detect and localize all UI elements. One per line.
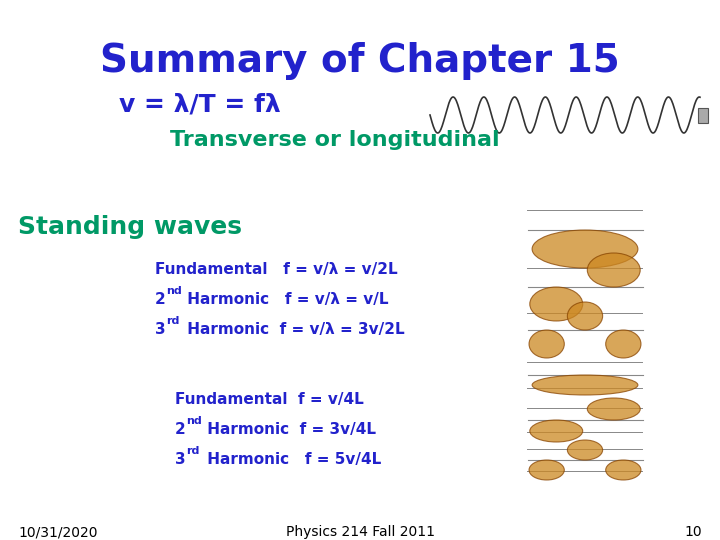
Ellipse shape [567, 440, 603, 460]
Text: 3: 3 [155, 322, 166, 337]
Text: 3: 3 [175, 452, 186, 467]
Text: 2: 2 [155, 292, 166, 307]
Text: nd: nd [186, 416, 202, 426]
Ellipse shape [532, 230, 638, 268]
Ellipse shape [532, 375, 638, 395]
Text: rd: rd [166, 316, 179, 326]
Text: Harmonic  f = 3v/4L: Harmonic f = 3v/4L [202, 422, 376, 437]
Text: 10/31/2020: 10/31/2020 [18, 525, 97, 539]
Text: v = λ/T = fλ: v = λ/T = fλ [119, 92, 281, 116]
Text: Summary of Chapter 15: Summary of Chapter 15 [100, 42, 620, 80]
Text: Harmonic  f = v/λ = 3v/2L: Harmonic f = v/λ = 3v/2L [182, 322, 405, 337]
Ellipse shape [530, 420, 582, 442]
Text: Transverse or longitudinal: Transverse or longitudinal [170, 130, 500, 150]
FancyBboxPatch shape [698, 108, 708, 123]
Text: 10: 10 [685, 525, 702, 539]
Text: Physics 214 Fall 2011: Physics 214 Fall 2011 [286, 525, 434, 539]
Text: Fundamental   f = v/λ = v/2L: Fundamental f = v/λ = v/2L [155, 262, 397, 277]
Ellipse shape [530, 287, 582, 321]
Ellipse shape [606, 460, 641, 480]
Ellipse shape [588, 253, 640, 287]
Text: Harmonic   f = 5v/4L: Harmonic f = 5v/4L [202, 452, 382, 467]
Text: Standing waves: Standing waves [18, 215, 242, 239]
Text: nd: nd [166, 286, 181, 296]
Text: 2: 2 [175, 422, 186, 437]
Text: Harmonic   f = v/λ = v/L: Harmonic f = v/λ = v/L [182, 292, 389, 307]
Ellipse shape [567, 302, 603, 330]
Ellipse shape [588, 398, 640, 420]
Text: Fundamental  f = v/4L: Fundamental f = v/4L [175, 392, 364, 407]
Ellipse shape [529, 460, 564, 480]
Ellipse shape [529, 330, 564, 358]
Ellipse shape [606, 330, 641, 358]
Text: rd: rd [186, 446, 199, 456]
